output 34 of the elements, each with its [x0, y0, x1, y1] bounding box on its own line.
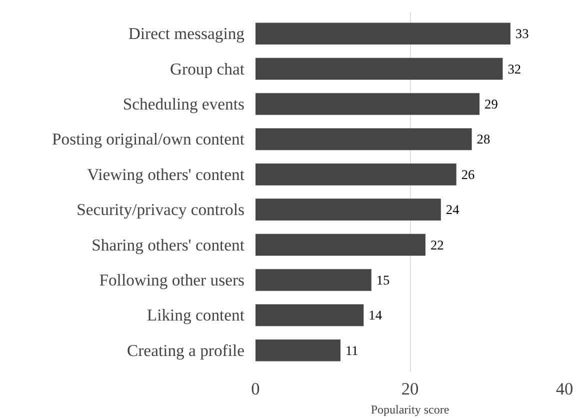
data-label: 15 [376, 272, 390, 288]
data-label: 14 [368, 308, 382, 323]
x-tick-label: 20 [401, 380, 419, 398]
y-tick-label: Security/privacy controls [76, 200, 244, 220]
y-tick-label: Following other users [99, 270, 245, 290]
y-tick-label: Sharing others' content [92, 235, 245, 254]
bar [256, 58, 503, 80]
y-tick-label: Posting original/own content [52, 130, 245, 149]
data-label: 22 [430, 237, 444, 252]
bar [256, 22, 510, 45]
y-tick-label: Viewing others' content [87, 164, 245, 184]
data-label: 33 [515, 26, 530, 42]
x-tick-label: 0 [251, 380, 260, 398]
bar [256, 198, 441, 221]
data-label: 32 [508, 61, 522, 76]
x-axis-title: Popularity score [370, 402, 450, 416]
y-tick-label: Group chat [170, 59, 245, 78]
y-tick-label: Direct messaging [128, 24, 246, 44]
x-tick-label: 40 [556, 380, 574, 398]
y-tick-label: Liking content [146, 306, 245, 325]
y-tick-label: Creating a profile [127, 340, 245, 360]
data-label: 24 [446, 202, 460, 218]
data-label: 29 [484, 96, 498, 112]
data-label: 11 [345, 342, 358, 358]
bar [256, 234, 426, 256]
bar [256, 269, 372, 291]
bar [256, 163, 456, 186]
data-label: 28 [476, 132, 490, 147]
data-label: 26 [461, 166, 476, 182]
bar [256, 128, 472, 150]
bar [256, 93, 480, 115]
y-tick-label: Scheduling events [122, 94, 245, 114]
bar [256, 304, 364, 326]
bar [256, 339, 340, 362]
